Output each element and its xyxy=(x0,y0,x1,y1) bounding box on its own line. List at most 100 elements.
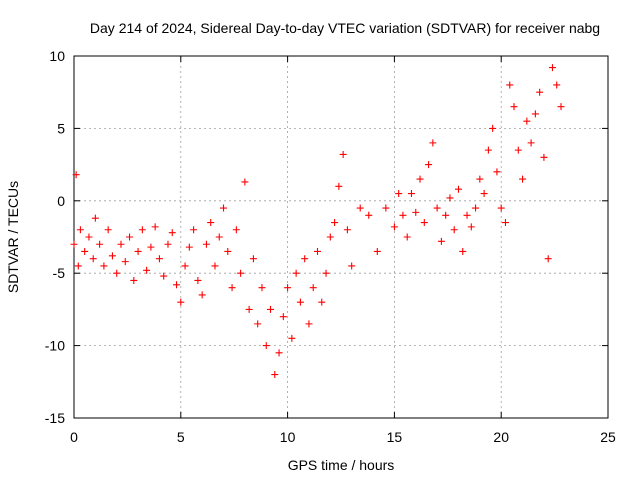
data-point-marker xyxy=(254,320,262,328)
data-point-marker xyxy=(241,178,249,186)
data-point-marker xyxy=(292,269,300,277)
data-point-marker xyxy=(399,211,407,219)
data-point-marker xyxy=(514,146,522,154)
x-tick-label: 5 xyxy=(177,429,185,445)
data-point-marker xyxy=(224,247,232,255)
data-point-marker xyxy=(412,208,420,216)
data-point-marker xyxy=(459,247,467,255)
data-point-marker xyxy=(271,371,279,379)
data-point-marker xyxy=(245,305,253,313)
data-point-marker xyxy=(70,240,78,248)
data-point-marker xyxy=(134,247,142,255)
data-point-marker xyxy=(489,124,497,132)
data-point-marker xyxy=(548,64,556,72)
data-point-marker xyxy=(395,190,403,198)
data-point-marker xyxy=(467,223,475,231)
data-point-marker xyxy=(138,226,146,234)
data-point-marker xyxy=(365,211,373,219)
data-point-marker xyxy=(288,334,296,342)
data-point-marker xyxy=(343,226,351,234)
data-point-marker xyxy=(557,103,565,111)
data-point-marker xyxy=(416,175,424,183)
x-tick-label: 0 xyxy=(70,429,78,445)
data-point-marker xyxy=(446,194,454,202)
data-point-marker xyxy=(296,298,304,306)
x-axis-label: GPS time / hours xyxy=(288,457,395,473)
data-point-marker xyxy=(463,211,471,219)
data-point-marker xyxy=(454,185,462,193)
y-tick-label: 10 xyxy=(49,48,65,64)
data-point-marker xyxy=(262,342,270,350)
data-point-marker xyxy=(309,284,317,292)
data-point-marker xyxy=(113,269,121,277)
x-tick-label: 20 xyxy=(493,429,509,445)
data-point-marker xyxy=(484,146,492,154)
data-point-marker xyxy=(433,204,441,212)
data-point-marker xyxy=(190,226,198,234)
data-point-marker xyxy=(207,219,215,227)
y-tick-label: -15 xyxy=(45,410,65,426)
data-point-marker xyxy=(527,139,535,147)
data-point-marker xyxy=(407,190,415,198)
data-point-marker xyxy=(301,255,309,263)
data-point-marker xyxy=(318,298,326,306)
data-point-marker xyxy=(442,211,450,219)
data-point-marker xyxy=(81,247,89,255)
data-point-marker xyxy=(420,219,428,227)
data-point-marker xyxy=(130,276,138,284)
data-point-marker xyxy=(553,81,561,89)
data-point-marker xyxy=(76,226,84,234)
chart-title: Day 214 of 2024, Sidereal Day-to-day VTE… xyxy=(90,20,600,36)
data-point-marker xyxy=(437,237,445,245)
data-point-marker xyxy=(314,247,322,255)
data-point-marker xyxy=(96,240,104,248)
data-point-marker xyxy=(506,81,514,89)
data-point-marker xyxy=(497,204,505,212)
data-point-marker xyxy=(126,233,134,241)
x-tick-label: 25 xyxy=(600,429,616,445)
data-point-marker xyxy=(143,266,151,274)
data-point-marker xyxy=(305,320,313,328)
data-point-marker xyxy=(173,281,181,289)
x-tick-label: 10 xyxy=(280,429,296,445)
data-point-marker xyxy=(100,262,108,270)
data-point-marker xyxy=(373,247,381,255)
data-point-marker xyxy=(89,255,97,263)
data-point-marker xyxy=(108,252,116,260)
data-points xyxy=(70,64,565,379)
data-point-marker xyxy=(72,171,80,179)
data-point-marker xyxy=(198,291,206,299)
data-point-marker xyxy=(85,233,93,241)
data-point-marker xyxy=(121,258,129,266)
data-point-marker xyxy=(267,305,275,313)
data-point-marker xyxy=(155,255,163,263)
data-point-marker xyxy=(91,214,99,222)
y-tick-label: 0 xyxy=(57,193,65,209)
data-point-marker xyxy=(275,349,283,357)
y-tick-label: 5 xyxy=(57,120,65,136)
data-point-marker xyxy=(117,240,125,248)
data-point-marker xyxy=(228,284,236,292)
data-point-marker xyxy=(232,226,240,234)
data-point-marker xyxy=(322,269,330,277)
data-point-marker xyxy=(164,240,172,248)
data-point-marker xyxy=(519,175,527,183)
data-point-marker xyxy=(536,88,544,96)
y-tick-label: -10 xyxy=(45,338,65,354)
data-point-marker xyxy=(501,219,509,227)
data-point-marker xyxy=(450,226,458,234)
data-point-marker xyxy=(531,110,539,118)
y-axis-label: SDTVAR / TECUs xyxy=(5,181,21,293)
data-point-marker xyxy=(523,117,531,125)
data-point-marker xyxy=(185,243,193,251)
data-point-marker xyxy=(403,233,411,241)
y-tick-label: -5 xyxy=(53,265,66,281)
data-point-marker xyxy=(425,161,433,169)
x-tick-label: 15 xyxy=(387,429,403,445)
data-point-marker xyxy=(390,223,398,231)
data-point-marker xyxy=(177,298,185,306)
data-point-marker xyxy=(476,175,484,183)
data-point-marker xyxy=(326,233,334,241)
data-point-marker xyxy=(544,255,552,263)
